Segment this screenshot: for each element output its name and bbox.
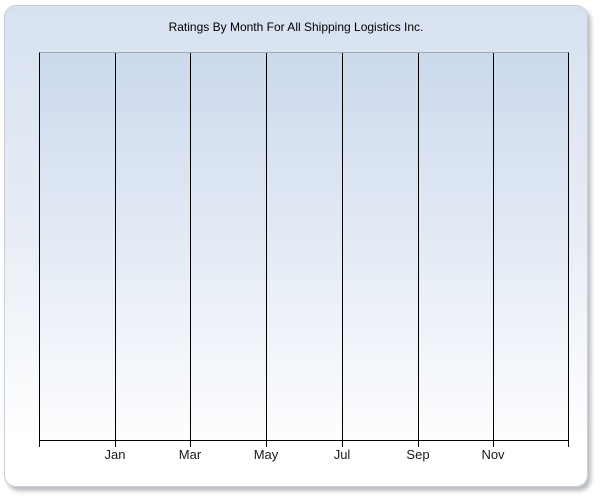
x-axis-tick — [266, 441, 267, 447]
x-axis-tick-label: Nov — [481, 447, 505, 462]
gridline — [266, 53, 267, 440]
x-axis-tick — [39, 441, 40, 447]
x-axis-tick — [342, 441, 343, 447]
x-axis-tick-label: May — [253, 447, 279, 462]
x-axis-tick — [493, 441, 494, 447]
gridline — [418, 53, 419, 440]
x-axis-tick-label: Jan — [104, 447, 126, 462]
x-axis-tick-label: Sep — [406, 447, 430, 462]
gridline — [115, 53, 116, 440]
x-axis-tick-label: Jul — [333, 447, 351, 462]
x-axis-tick — [568, 441, 569, 447]
gridline — [493, 53, 494, 440]
gridline — [342, 53, 343, 440]
chart-panel: Ratings By Month For All Shipping Logist… — [4, 5, 588, 487]
x-axis-tick — [190, 441, 191, 447]
x-axis-tick — [115, 441, 116, 447]
x-axis-tick — [418, 441, 419, 447]
plot-area — [39, 52, 569, 441]
gridline — [190, 53, 191, 440]
chart-title: Ratings By Month For All Shipping Logist… — [168, 20, 424, 34]
x-axis-tick-label: Mar — [178, 447, 202, 462]
